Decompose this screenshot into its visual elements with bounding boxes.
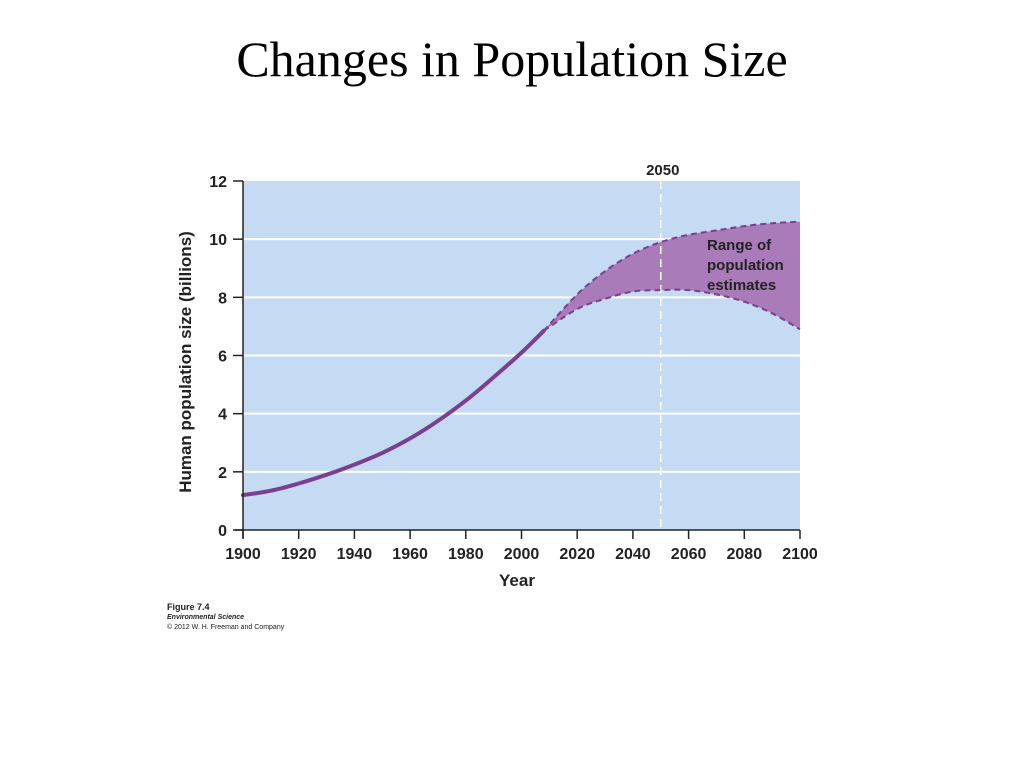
x-tick-label-2040: 2040	[615, 546, 651, 563]
range-annotation-line-3: estimates	[707, 277, 776, 294]
x-tick-label-1980: 1980	[448, 546, 484, 563]
figure-caption: Figure 7.4 Environmental Science © 2012 …	[167, 602, 284, 633]
y-tick-label-0: 0	[218, 523, 227, 540]
slide-title: Changes in Population Size	[236, 31, 788, 87]
range-annotation-line-2: population	[707, 257, 784, 274]
x-tick-label-1900: 1900	[225, 546, 261, 563]
y-axis-title: Human population size (billions)	[176, 231, 195, 493]
historical-population-line	[241, 328, 546, 498]
x-tick-label-1920: 1920	[281, 546, 317, 563]
range-annotation-line-1: Range of	[707, 237, 772, 254]
x-tick-label-2000: 2000	[504, 546, 540, 563]
figure-number: Figure 7.4	[167, 602, 210, 612]
y-tick-label-12: 12	[209, 174, 227, 191]
y-tick-label-2: 2	[218, 465, 227, 482]
x-axis-title: Year	[499, 571, 535, 590]
y-tick-label-8: 8	[218, 290, 227, 307]
x-tick-label-2100: 2100	[782, 546, 818, 563]
y-tick-label-4: 4	[218, 407, 227, 424]
high-estimate-line	[543, 220, 801, 332]
x-tick-label-2060: 2060	[671, 546, 707, 563]
y-tick-label-6: 6	[218, 349, 227, 366]
range-of-estimates-area	[543, 221, 800, 331]
low-estimate-line	[543, 288, 801, 332]
year-2050-marker-label: 2050	[646, 162, 679, 179]
x-tick-label-2020: 2020	[559, 546, 595, 563]
y-tick-label-10: 10	[209, 232, 227, 249]
x-tick-label-1960: 1960	[392, 546, 428, 563]
x-tick-label-1940: 1940	[337, 546, 373, 563]
book-title: Environmental Science	[167, 614, 245, 621]
copyright-notice: © 2012 W. H. Freeman and Company	[167, 624, 285, 631]
x-tick-label-2080: 2080	[727, 546, 763, 563]
